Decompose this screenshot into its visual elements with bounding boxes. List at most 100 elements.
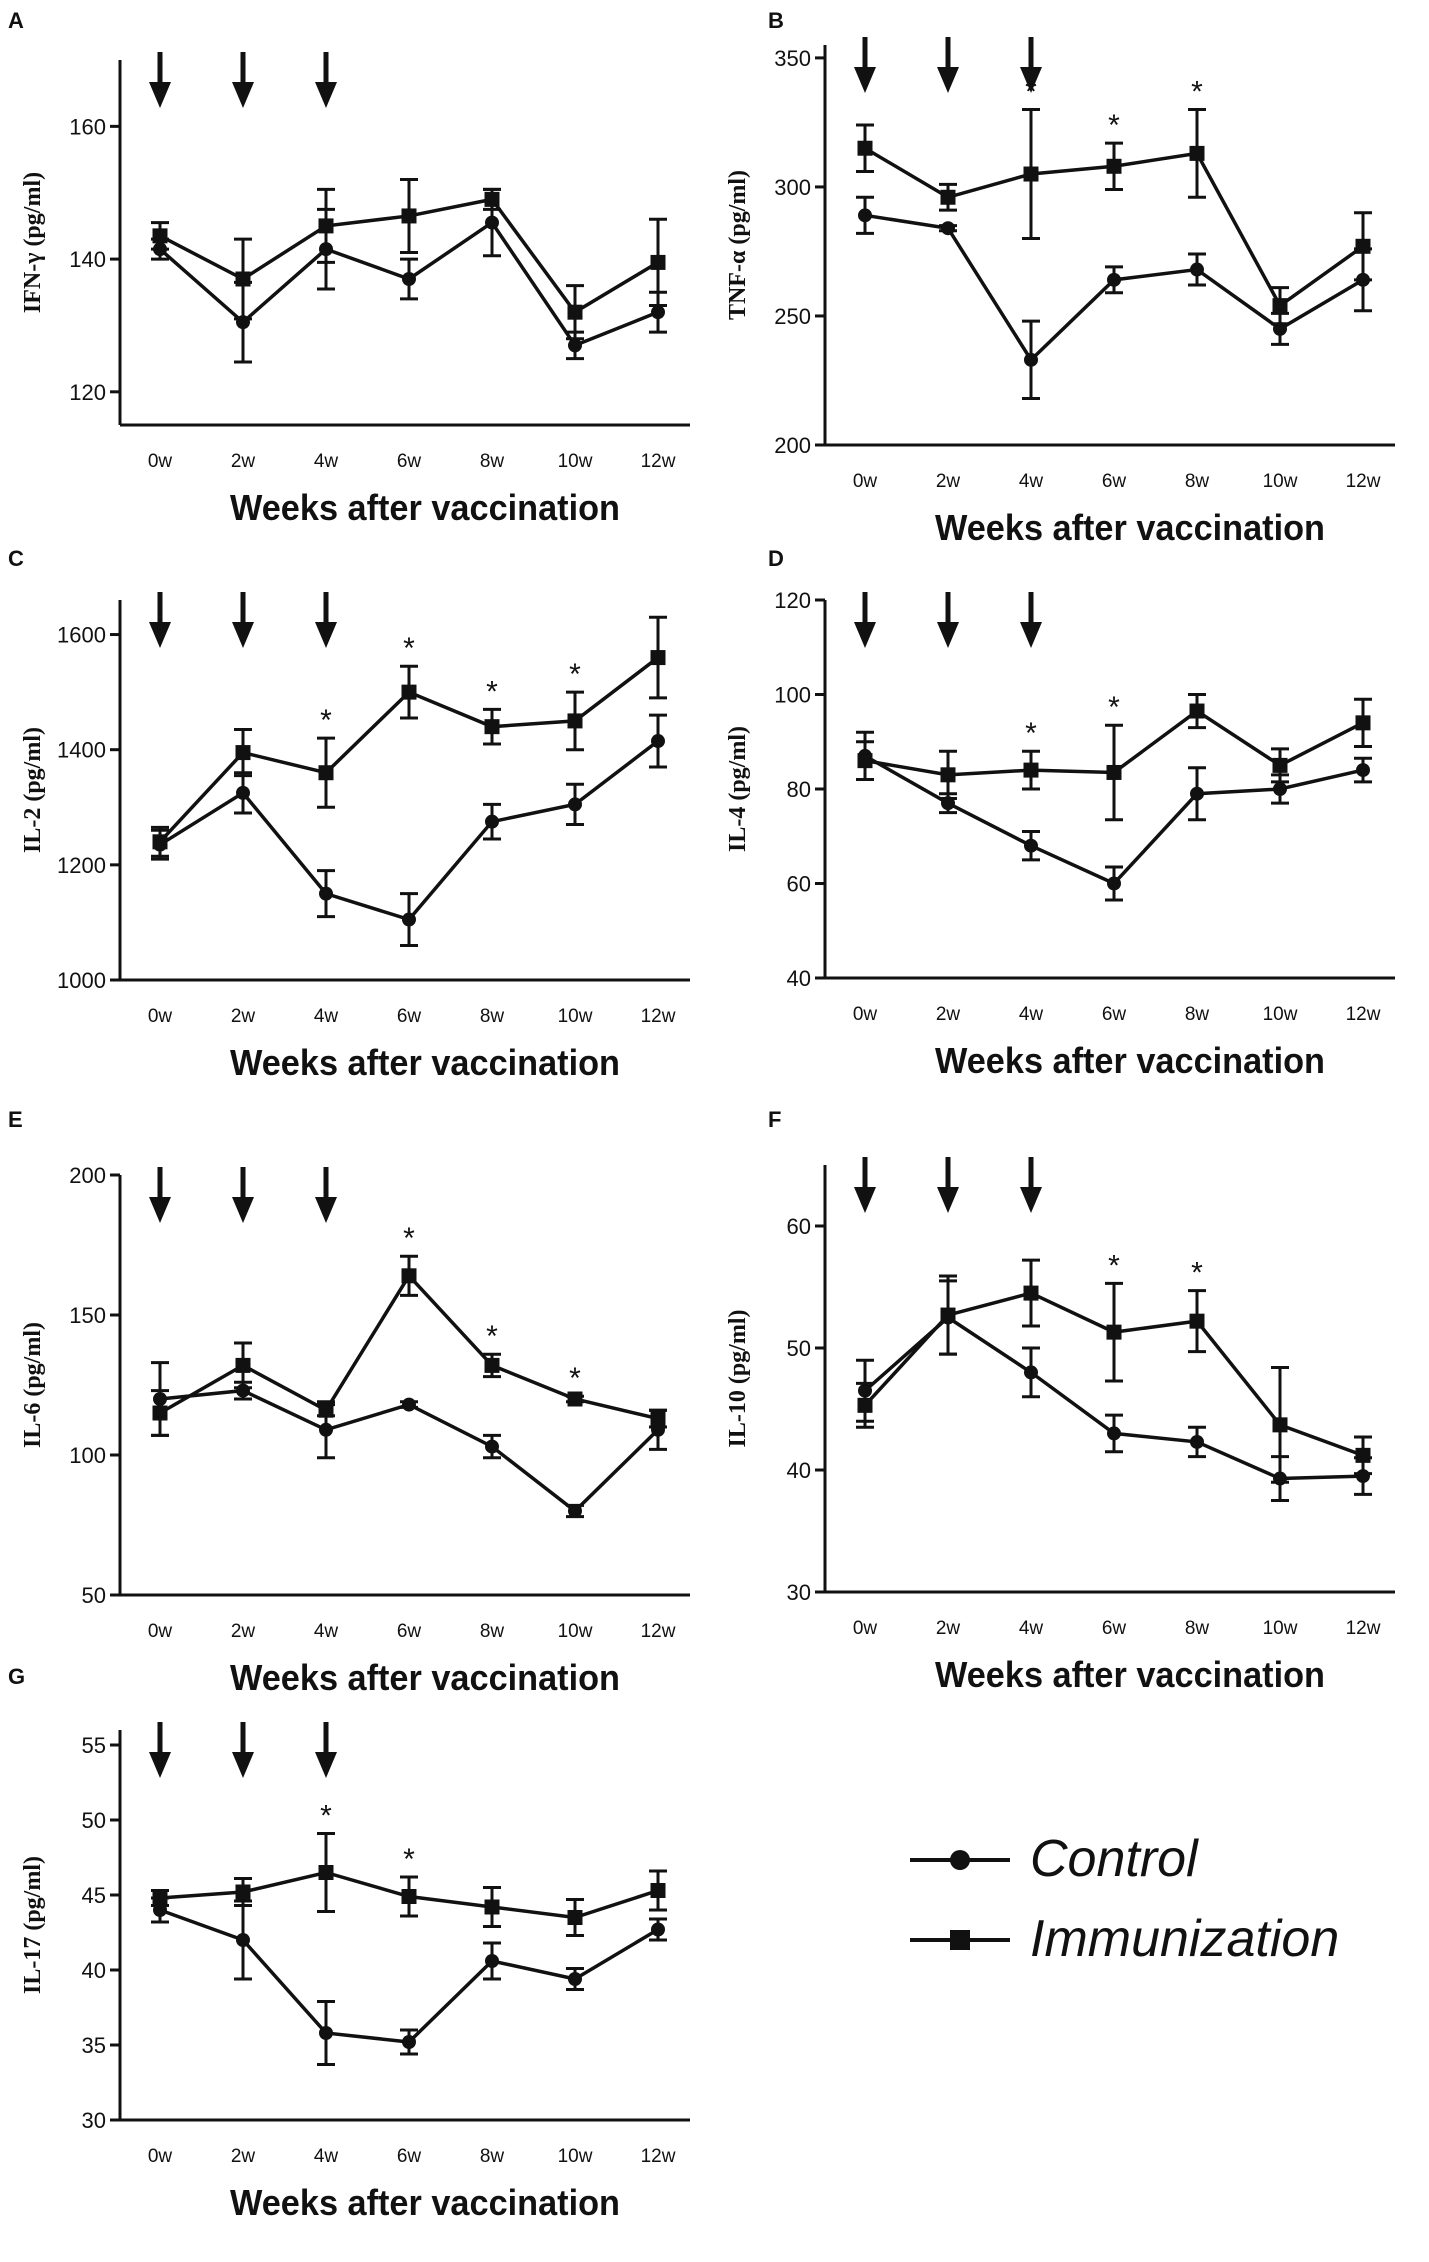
data-point-circle	[1273, 782, 1287, 796]
data-point-circle	[941, 221, 955, 235]
data-point-circle	[402, 1398, 416, 1412]
data-point-square	[858, 141, 873, 156]
y-axis-label: IL-2 (pg/ml)	[20, 727, 46, 853]
data-point-square	[1190, 146, 1205, 161]
data-point-square	[153, 228, 168, 243]
y-tick-label: 35	[82, 2033, 106, 2058]
x-tick-label: 6w	[1102, 1004, 1127, 1025]
data-point-square	[1273, 758, 1288, 773]
x-tick-label: 10w	[558, 1006, 593, 1027]
data-point-circle	[1190, 787, 1204, 801]
data-point-circle	[485, 1440, 499, 1454]
data-point-square	[1107, 1325, 1122, 1340]
legend-label-control: Control	[1030, 1830, 1199, 1888]
data-point-circle	[402, 913, 416, 927]
x-tick-label: 6w	[397, 2146, 422, 2167]
x-tick-label: 10w	[558, 1621, 593, 1642]
data-point-square	[941, 1308, 956, 1323]
significance-asterisk: *	[1191, 1257, 1203, 1290]
panel-letter: D	[768, 546, 784, 571]
data-point-circle	[1024, 1365, 1038, 1379]
legend-label-immunization: Immunization	[1030, 1910, 1339, 1968]
data-point-circle	[402, 2035, 416, 2049]
x-tick-label: 12w	[1346, 1618, 1381, 1639]
vaccination-arrow-head	[937, 1187, 959, 1213]
data-point-square	[1107, 765, 1122, 780]
data-point-square	[1024, 167, 1039, 182]
significance-asterisk: *	[486, 675, 498, 708]
vaccination-arrow-head	[1020, 1187, 1042, 1213]
vaccination-arrow-head	[232, 82, 254, 108]
significance-asterisk: *	[1025, 76, 1037, 109]
vaccination-arrow-head	[937, 67, 959, 93]
data-point-circle	[236, 1933, 250, 1947]
x-tick-label: 12w	[641, 451, 676, 472]
data-point-square	[1190, 704, 1205, 719]
data-point-circle	[651, 1923, 665, 1937]
panel-D: D 40 60 80 100 120 0w 2w 4w 6w 8w 10w 12w IL-4 (pg/ml…	[725, 546, 1395, 1081]
vaccination-arrow-head	[149, 82, 171, 108]
data-point-circle	[651, 305, 665, 319]
x-tick-label: 0w	[148, 1006, 173, 1027]
y-tick-label: 100	[774, 683, 811, 708]
panel-B: B2002503003500w 2w 4w 6w 8w 10w 12wTNF-α (pg/m…	[725, 8, 1395, 548]
significance-asterisk: *	[1191, 76, 1203, 109]
x-tick-label: 10w	[1263, 1618, 1298, 1639]
x-tick-label: 10w	[558, 2146, 593, 2167]
x-axis-label: Weeks after vaccination	[230, 1657, 620, 1698]
y-tick-label: 1200	[57, 853, 106, 878]
data-point-circle	[485, 1954, 499, 1968]
x-tick-label: 4w	[314, 1006, 339, 1027]
x-tick-label: 4w	[1019, 471, 1044, 492]
vaccination-arrow-head	[315, 82, 337, 108]
x-tick-label: 12w	[1346, 1004, 1381, 1025]
significance-asterisk: *	[569, 658, 581, 691]
x-axis-label: Weeks after vaccination	[230, 487, 620, 528]
x-tick-label: 2w	[231, 1621, 256, 1642]
data-point-square	[941, 767, 956, 782]
y-tick-label: 300	[774, 175, 811, 200]
data-point-square	[568, 305, 583, 320]
data-point-square	[1190, 1314, 1205, 1329]
data-point-square	[402, 1889, 417, 1904]
x-axis-label: Weeks after vaccination	[935, 507, 1325, 548]
y-tick-label: 200	[774, 433, 811, 458]
x-tick-label: 0w	[853, 1004, 878, 1025]
panels: A 120 140 160 0w 2w 4w 6w 8w 10w 12w IFN-γ (pg/ml) W…	[8, 8, 1395, 2223]
data-point-circle	[568, 1972, 582, 1986]
x-axis-label: Weeks after vaccination	[935, 1654, 1325, 1695]
data-point-square	[651, 255, 666, 270]
x-tick-label: 0w	[148, 451, 173, 472]
data-point-circle	[1024, 839, 1038, 853]
x-tick-label: 8w	[480, 451, 505, 472]
data-point-circle	[1107, 877, 1121, 891]
significance-asterisk: *	[1025, 717, 1037, 750]
data-point-square	[651, 650, 666, 665]
x-tick-label: 4w	[1019, 1004, 1044, 1025]
x-tick-label: 0w	[853, 1618, 878, 1639]
y-tick-label: 200	[69, 1163, 106, 1188]
x-tick-label: 2w	[231, 1006, 256, 1027]
panel-C: C10001200140016000w 2w 4w 6w 8w 10w 12wIL-2 (p…	[8, 546, 690, 1083]
data-point-square	[651, 1883, 666, 1898]
panel-letter: G	[8, 1664, 25, 1689]
x-tick-label: 8w	[480, 2146, 505, 2167]
y-tick-label: 1000	[57, 968, 106, 993]
x-tick-label: 0w	[853, 471, 878, 492]
x-tick-label: 12w	[641, 1621, 676, 1642]
vaccination-arrow-head	[854, 1187, 876, 1213]
significance-asterisk: *	[1108, 691, 1120, 724]
data-point-square	[485, 719, 500, 734]
data-point-square	[236, 1358, 251, 1373]
data-point-circle	[236, 786, 250, 800]
x-tick-label: 10w	[1263, 471, 1298, 492]
legend-marker-immunization	[950, 1930, 970, 1950]
data-point-circle	[1024, 353, 1038, 367]
y-tick-label: 50	[82, 1583, 106, 1608]
data-point-circle	[319, 1423, 333, 1437]
data-point-circle	[485, 815, 499, 829]
x-tick-label: 8w	[480, 1621, 505, 1642]
data-point-square	[858, 753, 873, 768]
x-tick-label: 2w	[936, 1004, 961, 1025]
y-axis-label: IL-6 (pg/ml)	[20, 1322, 46, 1448]
